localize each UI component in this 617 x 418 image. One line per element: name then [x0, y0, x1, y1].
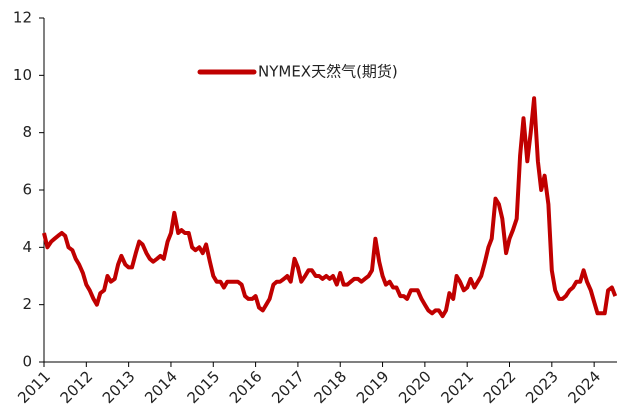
y-tick-label: 12 — [13, 9, 32, 27]
x-tick-label: 2013 — [99, 367, 139, 407]
y-tick-label: 2 — [22, 295, 32, 313]
legend-label: NYMEX天然气(期货) — [258, 63, 398, 81]
x-tick-label: 2017 — [268, 367, 308, 407]
x-tick-label: 2019 — [353, 367, 393, 407]
x-tick-label: 2018 — [311, 367, 351, 407]
y-tick-label: 4 — [22, 238, 32, 256]
x-tick-label: 2023 — [522, 367, 562, 407]
x-tick-label: 2011 — [14, 367, 54, 407]
x-tick-label: 2022 — [480, 367, 520, 407]
x-tick-label: 2012 — [57, 367, 97, 407]
y-tick-label: 8 — [22, 123, 32, 141]
line — [42, 96, 617, 319]
x-tick-label: 2021 — [437, 367, 477, 407]
x-tick-label: 2015 — [184, 367, 224, 407]
y-tick-label: 6 — [22, 181, 32, 199]
x-tick-label: 2014 — [141, 367, 181, 407]
x-tick-label: 2024 — [564, 367, 604, 407]
y-tick-label: 10 — [13, 66, 32, 84]
x-tick-label: 2020 — [395, 367, 435, 407]
y-tick-label: 0 — [22, 353, 32, 371]
x-tick-label: 2016 — [226, 367, 266, 407]
